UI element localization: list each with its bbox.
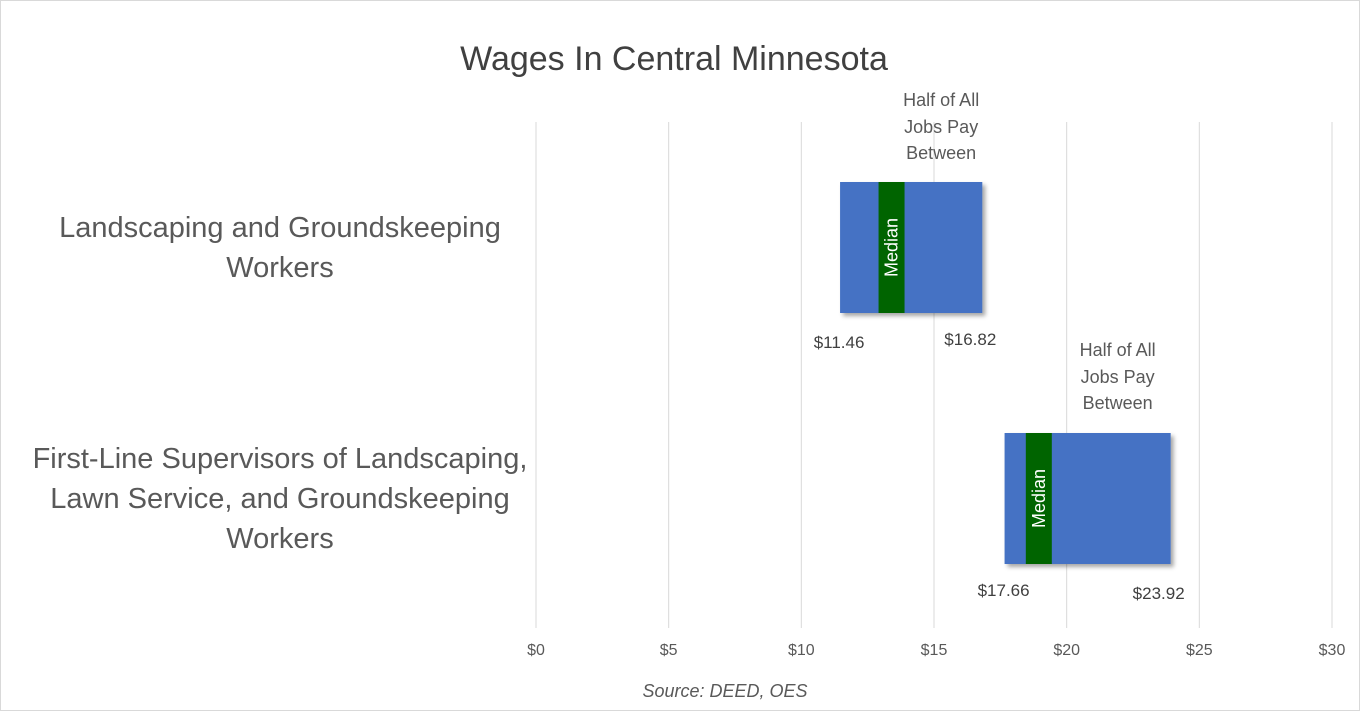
x-tick-label: $20: [1053, 642, 1080, 659]
range-note-line: Half of All: [903, 90, 979, 110]
range-note-line: Between: [1083, 393, 1153, 413]
low-value-label: $17.66: [978, 581, 1030, 600]
wage-range-group: Median Half of All Jobs Pay Between $11.46 $1…: [814, 90, 997, 352]
wage-range-bars: Median Half of All Jobs Pay Between $11.46 $1…: [814, 90, 1185, 603]
range-bar: [840, 182, 983, 313]
low-value-label: $11.46: [814, 333, 865, 352]
gridlines: [535, 122, 1333, 628]
x-tick-label: $25: [1186, 642, 1213, 659]
category-label: Workers: [226, 252, 333, 284]
category-label: Workers: [226, 523, 333, 555]
chart-title: Wages In Central Minnesota: [460, 40, 888, 78]
range-note-line: Jobs Pay: [1081, 367, 1155, 387]
x-tick-label: $0: [527, 642, 545, 659]
source-note: Source: DEED, OES: [642, 681, 807, 701]
x-tick-label: $15: [921, 642, 948, 659]
x-tick-label: $30: [1319, 642, 1346, 659]
x-tick-label: $5: [660, 642, 678, 659]
category-label: Lawn Service, and Groundskeeping: [50, 483, 509, 515]
high-value-label: $23.92: [1133, 584, 1185, 603]
wage-range-group: Median Half of All Jobs Pay Between $17.66 $2…: [978, 340, 1185, 603]
median-label: Median: [882, 218, 902, 277]
x-axis-tick-labels: $0 $5 $10 $15 $20 $25 $30: [527, 642, 1345, 659]
median-band: [878, 182, 905, 313]
range-note-line: Jobs Pay: [904, 117, 978, 137]
category-label: Landscaping and Groundskeeping: [59, 212, 501, 244]
range-note-line: Half of All: [1080, 340, 1156, 360]
x-tick-label: $10: [788, 642, 815, 659]
high-value-label: $16.82: [944, 330, 996, 349]
median-label: Median: [1029, 469, 1049, 528]
category-label: First-Line Supervisors of Landscaping,: [33, 443, 528, 475]
category-labels: Landscaping and Groundskeeping Workers Fir…: [33, 212, 528, 555]
median-band: [1025, 433, 1052, 564]
range-note-line: Between: [906, 143, 976, 163]
